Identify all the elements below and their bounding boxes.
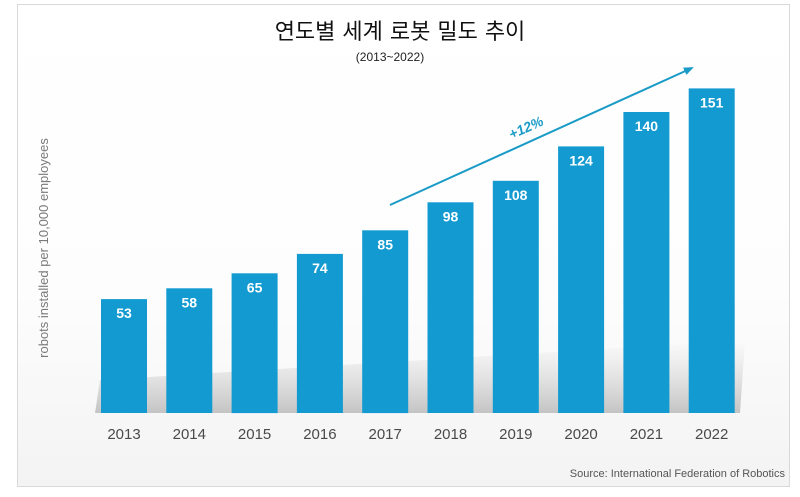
bar-2016 [296,253,343,413]
x-tick-label-2019: 2019 [499,426,532,443]
y-axis-label: robots installed per 10,000 employees [36,138,51,358]
bar-2014 [166,288,213,413]
x-tick-label-2015: 2015 [238,426,271,443]
bar-value-label-2016: 74 [312,260,328,276]
growth-arrow [389,67,694,206]
bar-2013 [101,299,147,413]
bar-value-label-2015: 65 [247,279,263,295]
bar-2017 [362,230,409,414]
bar-value-label-2020: 124 [569,152,593,168]
source-note: Source: International Federation of Robo… [570,468,786,480]
x-tick-label-2014: 2014 [173,426,206,443]
chart-title: 연도별 세계 로봇 밀도 추이 [274,20,526,45]
bar-2022 [688,88,735,414]
bar-2021 [623,112,670,413]
x-tick-label-2018: 2018 [434,426,467,443]
x-tick-label-2022: 2022 [695,426,728,443]
bars-group: 53 58 65 74 85 98 108 124 140 151 [101,88,735,414]
bar-2020 [558,146,605,413]
x-tick-label-2013: 2013 [107,426,140,443]
bar-value-label-2021: 140 [635,118,659,134]
bar-2018 [427,202,474,413]
x-tick-label-2016: 2016 [303,426,336,443]
bar-value-label-2017: 85 [377,236,393,252]
x-tick-label-2021: 2021 [630,426,663,443]
bar-value-label-2014: 58 [182,294,198,310]
bar-2015 [231,273,278,414]
bar-value-label-2022: 151 [700,94,724,110]
bar-value-label-2018: 98 [443,208,459,224]
x-ticks-group: 2013 2014 2015 2016 2017 2018 2019 2020 2021 2022 [107,426,728,443]
bar-value-label-2019: 108 [504,187,528,203]
x-tick-label-2020: 2020 [564,426,597,443]
x-tick-label-2017: 2017 [369,426,402,443]
bar-value-label-2013: 53 [116,305,132,321]
chart-subtitle: (2013~2022) [355,50,425,64]
bar-2019 [492,180,539,413]
